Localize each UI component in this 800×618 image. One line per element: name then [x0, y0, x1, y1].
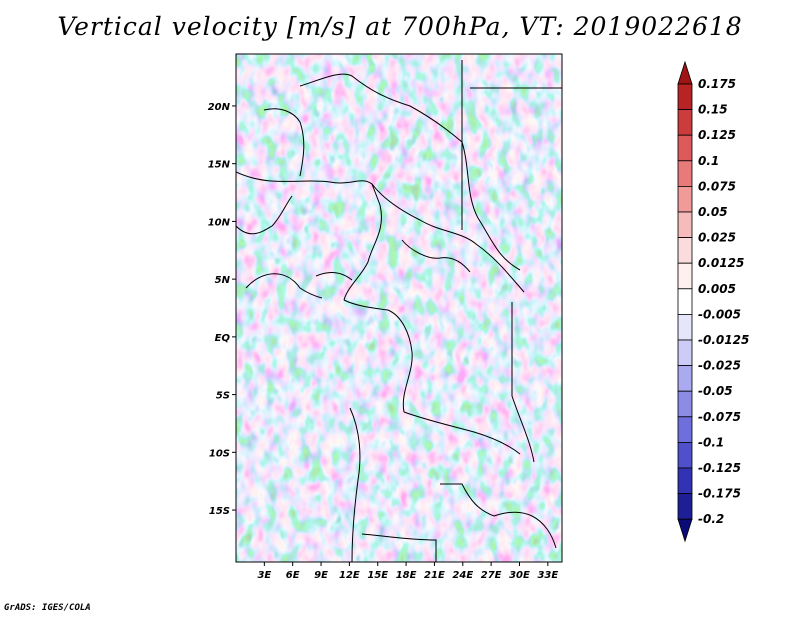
- credit-text: GrADS: IGES/COLA: [4, 603, 91, 613]
- map-panel: [235, 53, 563, 563]
- border-line: [315, 272, 353, 281]
- lon-tick-label: 18E: [396, 570, 417, 581]
- border-line: [263, 108, 305, 177]
- lon-tick-label: 12E: [339, 570, 360, 581]
- colorbar-label: -0.0125: [698, 333, 749, 347]
- colorbar-label: -0.05: [698, 384, 733, 398]
- border-line: [403, 411, 521, 455]
- colorbar-swatch: [677, 441, 693, 469]
- longitude-axis: 3E 6E 9E 12E 15E 18E 21E 24E 27E 30E 33E: [257, 562, 558, 581]
- border-line: [343, 299, 413, 413]
- colorbar-swatch: [677, 83, 693, 111]
- colorbar-label: 0.125: [698, 128, 736, 142]
- colorbar-swatch: [677, 416, 693, 443]
- colorbar-label: 0.075: [698, 179, 736, 193]
- lon-tick-label: 21E: [424, 570, 445, 581]
- lat-tick-label: EQ: [215, 333, 231, 344]
- colorbar-label: -0.1: [698, 435, 724, 449]
- lat-tick-label: 20N: [208, 102, 231, 113]
- colorbar-swatch: [677, 467, 693, 495]
- chart-title: Vertical velocity [m/s] at 700hPa, VT: 2…: [57, 12, 743, 41]
- colorbar-label: 0.005: [698, 282, 736, 296]
- lon-tick-label: 9E: [314, 570, 328, 581]
- border-line: [401, 239, 471, 273]
- colorbar-swatch: [677, 109, 693, 136]
- colorbar-label: -0.175: [698, 487, 741, 501]
- border-line: [245, 273, 323, 299]
- colorbar-swatch: [677, 211, 693, 239]
- latitude-axis: 20N 15N 10N 5N EQ 5S 10S 15S: [208, 102, 236, 517]
- colorbar-swatch: [677, 365, 693, 392]
- lat-tick-label: 10N: [208, 217, 231, 228]
- lat-tick-label: 5N: [215, 275, 231, 286]
- colorbar-label: -0.005: [698, 307, 741, 321]
- border-line: [511, 302, 535, 463]
- lon-tick-label: 33E: [537, 570, 558, 581]
- colorbar-label: 0.15: [698, 103, 728, 117]
- border-line: [461, 60, 521, 271]
- colorbar-swatch: [677, 288, 693, 315]
- colorbar-swatch: [677, 160, 693, 187]
- colorbar-label: 0.1: [698, 154, 719, 168]
- lon-tick-label: 6E: [286, 570, 300, 581]
- border-line: [493, 511, 557, 549]
- lat-tick-label: 5S: [216, 391, 230, 402]
- lat-tick-label: 10S: [209, 448, 230, 459]
- lat-tick-label: 15N: [208, 160, 231, 171]
- border-line: [236, 195, 293, 235]
- colorbar-label: 0.0125: [698, 256, 744, 270]
- lon-tick-label: 27E: [481, 570, 502, 581]
- colorbar-swatch: [677, 390, 693, 418]
- border-line: [361, 533, 437, 562]
- colorbar-swatch: [677, 313, 693, 341]
- lon-tick-label: 3E: [257, 570, 271, 581]
- country-borders: [236, 60, 562, 562]
- colorbar-swatch: [677, 237, 693, 264]
- border-line: [371, 183, 525, 293]
- lon-tick-label: 30E: [509, 570, 530, 581]
- border-line: [236, 171, 382, 301]
- lat-tick-label: 15S: [209, 506, 230, 517]
- colorbar-swatch: [677, 185, 693, 213]
- colorbar-label: 0.025: [698, 231, 736, 245]
- colorbar-label: -0.075: [698, 410, 741, 424]
- colorbar-swatch: [677, 518, 693, 543]
- colorbar-swatch: [677, 60, 693, 85]
- colorbar-label: -0.025: [698, 359, 741, 373]
- colorbar-swatch: [677, 339, 693, 367]
- border-line: [349, 407, 361, 562]
- colorbar-swatch: [677, 493, 693, 520]
- lon-tick-label: 15E: [367, 570, 388, 581]
- border-line: [299, 73, 463, 230]
- colorbar-label: 0.05: [698, 205, 728, 219]
- colorbar-swatch: [677, 262, 693, 290]
- velocity-field: [236, 54, 562, 562]
- border-line: [440, 483, 495, 517]
- lon-tick-label: 24E: [452, 570, 473, 581]
- colorbar-swatch: [677, 134, 693, 162]
- colorbar-label: 0.175: [698, 77, 736, 91]
- colorbar-label: -0.125: [698, 461, 741, 475]
- colorbar-label: -0.2: [698, 512, 724, 526]
- map-frame: [235, 53, 563, 563]
- colorbar: 0.175 0.15 0.125 0.1 0.075 0.05 0.025 0.0125 0.0…: [677, 60, 749, 543]
